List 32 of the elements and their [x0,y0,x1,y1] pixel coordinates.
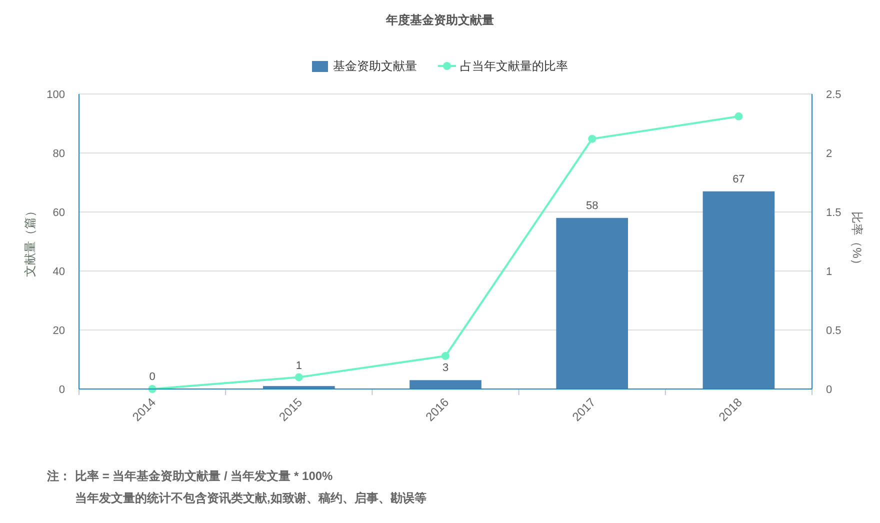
chart-title: 年度基金资助文献量 [385,13,494,27]
data-label: 0 [149,371,156,383]
point [294,373,303,382]
y2-tick-label: 2 [826,148,832,160]
data-label: 67 [732,173,745,186]
y-tick-label: 40 [52,266,65,278]
y2-axis-title: 比率（%） [850,212,864,270]
y2-tick-label: 1.5 [826,207,842,219]
y-tick-label: 0 [58,384,65,396]
y2-tick-label: 0.5 [826,325,842,337]
data-label: 3 [442,362,449,374]
point [442,352,450,360]
data-label: 1 [296,360,302,372]
y2-tick-label: 0 [826,384,832,396]
legend-label: 占当年文献量的比率 [460,59,568,73]
text: 比率 = 当年基金资助文献量 / 当年发文量 * 100% [75,469,334,483]
bar [702,191,775,389]
point [734,112,743,120]
y-tick-label: 100 [46,89,65,101]
y-tick-label: 80 [52,148,65,160]
text: 当年发文量的统计不包含资讯类文献,如致谢、稿约、启事、勘误等 [75,491,426,505]
y-tick-label: 60 [52,207,65,219]
data-label: 58 [586,200,598,212]
y2-tick-label: 1 [826,266,832,278]
bar [410,380,482,389]
y-axis-title: 文献量（篇） [23,205,37,277]
bar [556,218,628,389]
y2-tick-label: 2.5 [826,89,842,101]
point [588,134,596,143]
y-tick-label: 20 [52,325,65,337]
legend-label: 基金资助文献量 [333,59,417,73]
text: 注： [46,469,71,483]
